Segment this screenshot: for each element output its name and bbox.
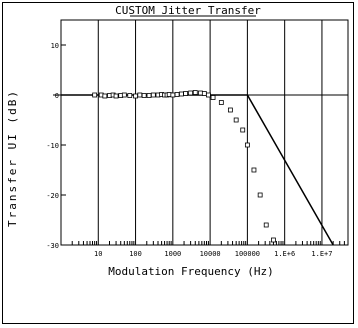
chart-title: CUSTOM Jitter Transfer <box>115 4 261 17</box>
y-axis-label: Transfer UI (dB) <box>6 89 19 227</box>
x-tick-label: 1.E+7 <box>311 250 332 258</box>
data-point-marker <box>121 92 127 98</box>
data-point-marker <box>257 192 263 198</box>
data-series <box>61 90 334 246</box>
x-tick-label: 100 <box>129 250 142 258</box>
data-point-marker <box>146 93 152 98</box>
axes <box>60 19 349 246</box>
y-tick-label: 10 <box>51 42 59 50</box>
data-point-marker <box>218 100 224 105</box>
data-point-marker <box>92 92 98 98</box>
data-point-marker <box>133 93 138 99</box>
data-point-marker <box>174 92 180 97</box>
data-point-marker <box>263 222 269 228</box>
plot-area-border <box>60 19 349 246</box>
data-point-marker <box>198 90 203 96</box>
data-point-marker <box>227 107 233 113</box>
data-point-marker <box>183 91 188 96</box>
data-point-marker <box>210 95 216 100</box>
data-point-marker <box>244 142 250 148</box>
x-axis-label: Modulation Frequency (Hz) <box>108 265 274 278</box>
jitter-transfer-mask-line <box>61 94 334 246</box>
x-tick-label: 100000 <box>235 250 260 258</box>
x-tick-label: 10000 <box>200 250 221 258</box>
chart-frame: CUSTOM Jitter Transfer 10 100 1000 10000 100… <box>2 2 354 324</box>
y-tick-label: -20 <box>46 192 59 200</box>
data-point-marker <box>188 90 194 96</box>
data-point-marker <box>102 93 108 99</box>
y-tick-label: -30 <box>46 242 59 250</box>
data-point-marker <box>206 92 211 98</box>
grid-lines <box>53 20 348 245</box>
x-tick-label: 10 <box>94 250 102 258</box>
data-point-marker <box>201 91 207 96</box>
data-point-marker <box>127 93 133 98</box>
data-point-marker <box>137 92 143 98</box>
jitter-transfer-chart: CUSTOM Jitter Transfer 10 100 1000 10000 100… <box>6 4 349 278</box>
data-point-marker <box>251 167 257 173</box>
data-point-marker <box>141 93 147 98</box>
tick-labels: 10 100 1000 10000 100000 1.E+6 1.E+7100-10-20-… <box>46 42 332 258</box>
data-point-marker <box>150 92 156 98</box>
y-tick-label: 0 <box>55 92 59 100</box>
data-point-marker <box>170 92 176 98</box>
data-point-marker <box>240 127 246 133</box>
data-point-marker <box>192 90 198 95</box>
y-tick-label: -10 <box>46 142 59 150</box>
data-point-marker <box>179 91 184 97</box>
x-tick-label: 1.E+6 <box>274 250 295 258</box>
data-point-marker <box>271 237 276 243</box>
data-point-marker <box>233 117 239 123</box>
data-point-marker <box>113 93 119 99</box>
x-tick-label: 1000 <box>164 250 181 258</box>
